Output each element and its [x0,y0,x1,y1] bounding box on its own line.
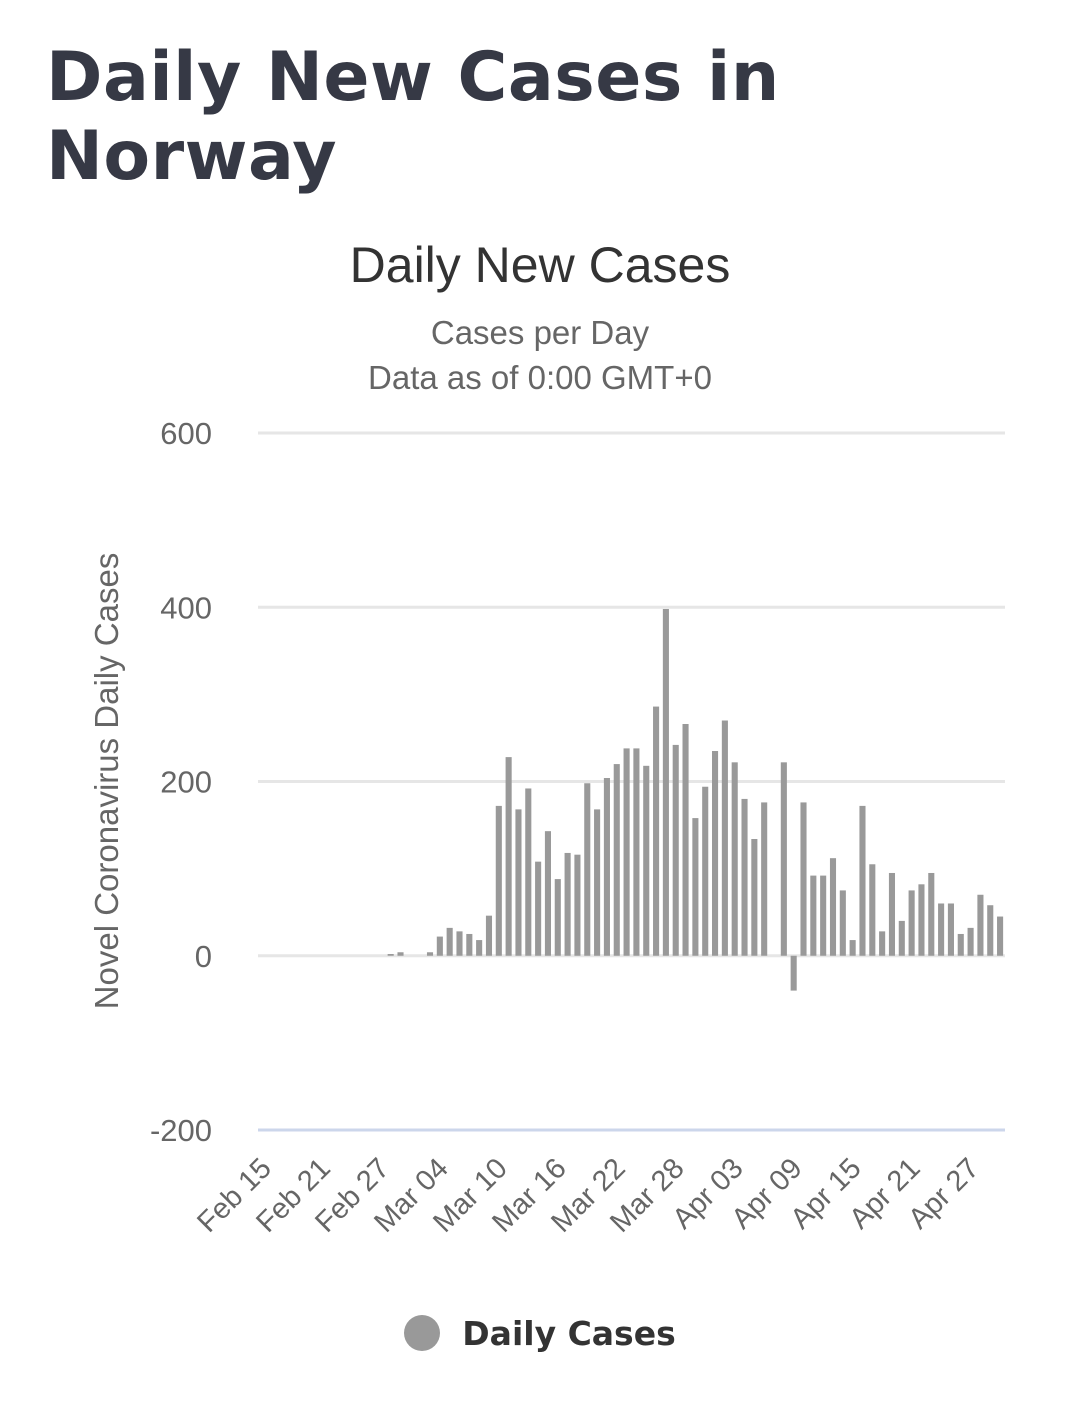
bar[interactable] [446,927,453,956]
bar[interactable] [741,798,748,956]
bar[interactable] [918,884,925,956]
bar[interactable] [643,765,650,956]
bar[interactable] [712,751,719,956]
bar[interactable] [397,952,404,956]
bar[interactable] [908,890,915,956]
bar[interactable] [682,724,689,956]
bar[interactable] [977,894,984,956]
legend[interactable]: Daily Cases [0,1305,1080,1361]
bar[interactable] [485,915,493,956]
chart-subtitle-line-2: Data as of 0:00 GMT+0 [368,359,712,396]
bar[interactable] [829,858,837,956]
bar[interactable] [525,788,532,956]
bar[interactable] [790,955,797,991]
bar[interactable] [987,905,994,956]
y-tick-label: 400 [160,590,212,625]
bar[interactable] [613,764,620,956]
y-tick-label: 0 [195,939,212,974]
y-axis-ticks: -200 0 200 400 600 [150,416,212,1148]
gridlines [258,431,1005,1132]
y-tick-label: 200 [160,765,212,800]
bar[interactable] [957,933,964,956]
bar[interactable] [564,852,571,956]
daily-cases-chart: Daily New Cases Cases per Day Data as of… [88,237,1005,1239]
bar[interactable] [721,720,728,956]
bar[interactable] [869,864,876,956]
bar[interactable] [800,802,807,956]
page-title: Daily New Cases in Norway [46,38,780,196]
y-tick-label: -200 [150,1113,212,1148]
bar[interactable] [662,608,669,956]
bar[interactable] [584,783,591,956]
bar[interactable] [898,920,905,956]
bar[interactable] [888,872,896,956]
bar[interactable] [820,875,827,956]
bar[interactable] [859,805,866,956]
bar[interactable] [594,809,601,956]
legend-label-daily-cases[interactable]: Daily Cases [462,1313,676,1353]
bar[interactable] [623,748,630,956]
y-tick-label: 600 [160,416,212,451]
bar[interactable] [947,903,954,956]
legend-marker-daily-cases[interactable] [404,1315,441,1351]
bar[interactable] [761,802,768,956]
bar[interactable] [672,744,679,956]
bar[interactable] [535,861,542,956]
bar[interactable] [928,872,935,956]
bar[interactable] [780,762,787,956]
bar[interactable] [505,757,512,956]
bar[interactable] [702,786,709,956]
chart-title: Daily New Cases [350,237,731,293]
bar[interactable] [810,875,817,956]
bar[interactable] [426,952,434,956]
bar[interactable] [849,940,856,956]
bar[interactable] [476,940,483,956]
bar[interactable] [997,916,1004,956]
bar[interactable] [633,748,640,956]
bar[interactable] [653,706,660,956]
bar[interactable] [692,818,699,956]
bar[interactable] [387,954,394,956]
bar[interactable] [495,805,502,956]
bar[interactable] [554,879,561,956]
bar[interactable] [436,936,443,956]
bar[interactable] [603,778,610,956]
bar-series-daily-cases [387,608,1004,991]
bar[interactable] [466,933,473,956]
bar[interactable] [456,931,463,956]
bar[interactable] [879,931,886,956]
bar[interactable] [731,762,738,956]
bar[interactable] [544,831,551,956]
bar[interactable] [938,903,945,956]
bar[interactable] [967,927,974,956]
chart-subtitle-line-1: Cases per Day [431,314,650,351]
bar[interactable] [751,839,758,956]
bar[interactable] [839,890,846,956]
y-axis-label: Novel Coronavirus Daily Cases [88,553,125,1010]
bar[interactable] [574,854,581,956]
bar[interactable] [515,809,522,956]
